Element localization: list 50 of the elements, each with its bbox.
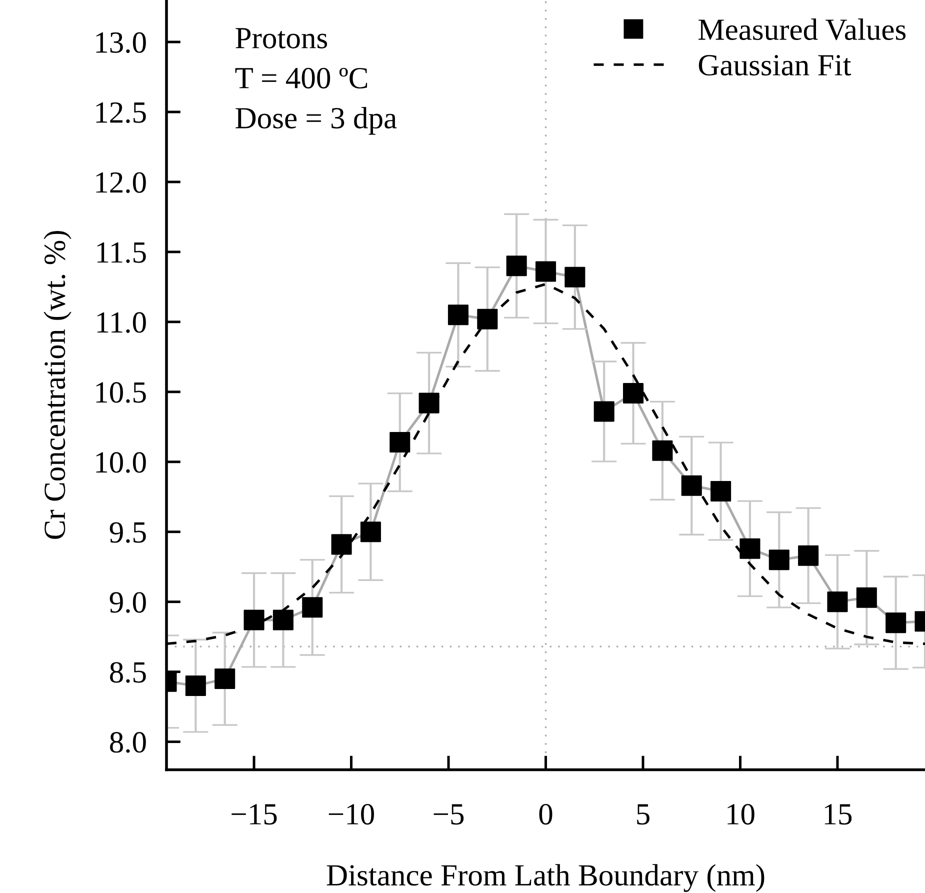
y-tick-label: 8.0	[110, 732, 146, 753]
x-tick-label: 15	[824, 804, 852, 825]
x-tick-label: 5	[637, 804, 650, 825]
point	[856, 587, 877, 608]
x-axis-title: Distance From Lath Boundary (nm)	[326, 864, 764, 892]
point	[681, 475, 702, 496]
x-tick-label: −10	[328, 804, 374, 825]
point	[652, 440, 673, 461]
x-tick-label: 0	[539, 804, 552, 825]
point	[214, 668, 236, 690]
point	[710, 480, 732, 502]
y-axis-title: Cr Concentration (wt. %)	[44, 230, 72, 539]
y-tick-label: 12.5	[96, 102, 146, 123]
y-tick-label: 12.0	[96, 172, 146, 193]
annotation: T = 400 ºC	[235, 68, 368, 88]
y-tick-label: 9.0	[110, 592, 146, 613]
point	[418, 392, 440, 414]
point	[185, 676, 206, 696]
point	[272, 610, 294, 630]
x-tick-label: −15	[232, 804, 277, 825]
point	[740, 538, 760, 559]
point	[594, 401, 614, 422]
point	[535, 261, 556, 282]
y-tick-label: 9.5	[110, 522, 146, 543]
point	[331, 534, 352, 555]
y-tick-label: 8.5	[110, 662, 146, 683]
legend-label: Gaussian Fit	[698, 55, 852, 76]
legend-label: Measured Values	[698, 18, 906, 40]
point	[302, 597, 323, 618]
point	[886, 612, 906, 634]
point	[506, 256, 527, 276]
point	[798, 545, 819, 566]
annotation: Dose = 3 dpa	[236, 106, 397, 135]
point	[390, 432, 410, 453]
point	[360, 522, 381, 542]
point	[827, 592, 848, 612]
y-tick-label: 10.5	[96, 382, 146, 403]
point	[448, 304, 468, 326]
x-tick-label: 10	[728, 804, 754, 825]
point	[477, 308, 498, 330]
y-tick-label: 10.0	[96, 452, 146, 473]
y-tick-label: 13.0	[96, 32, 146, 54]
annotation: Protons	[236, 28, 328, 48]
point	[623, 383, 644, 404]
y-tick-label: 11.5	[97, 242, 146, 263]
x-tick-label: −5	[434, 804, 464, 825]
point	[244, 610, 264, 630]
y-tick-label: 11.0	[97, 312, 146, 333]
point	[768, 550, 790, 570]
point	[564, 266, 586, 288]
